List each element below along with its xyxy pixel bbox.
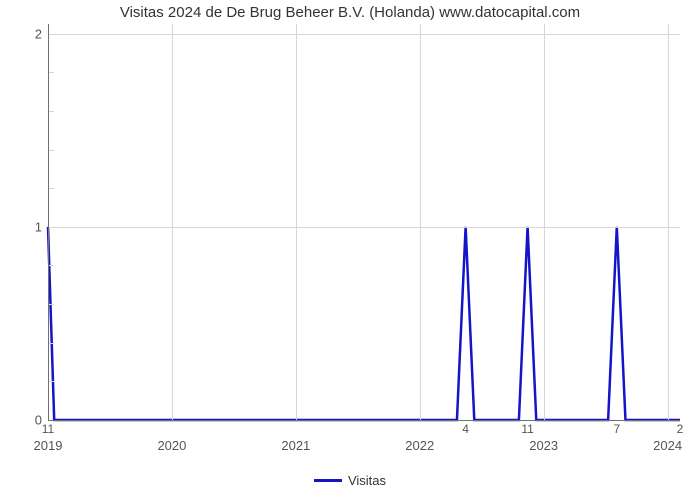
line-series — [48, 24, 680, 420]
x-subtick-label: 11 — [42, 420, 54, 436]
grid-col — [544, 24, 545, 420]
visits-line — [48, 227, 680, 420]
x-subtick-label: 11 — [521, 420, 533, 436]
y-tick-label: 1 — [35, 219, 48, 234]
plot-area: 0122019202020212022202320241141172 — [48, 24, 680, 420]
x-subtick-label: 7 — [613, 420, 620, 436]
legend: Visitas — [0, 472, 700, 488]
x-tick-label: 2021 — [281, 420, 310, 453]
x-tick-label: 2020 — [157, 420, 186, 453]
grid-col — [420, 24, 421, 420]
grid-col — [668, 24, 669, 420]
y-tick-label: 2 — [35, 26, 48, 41]
grid-col — [172, 24, 173, 420]
x-tick-label: 2022 — [405, 420, 434, 453]
grid-col — [296, 24, 297, 420]
chart-title: Visitas 2024 de De Brug Beheer B.V. (Hol… — [0, 4, 700, 21]
legend-swatch — [314, 479, 342, 482]
legend-label: Visitas — [348, 473, 386, 488]
x-axis — [48, 420, 680, 421]
y-axis — [48, 24, 49, 420]
x-subtick-label: 2 — [677, 420, 684, 436]
grid-row — [48, 34, 680, 35]
x-subtick-label: 4 — [462, 420, 469, 436]
grid-row — [48, 227, 680, 228]
